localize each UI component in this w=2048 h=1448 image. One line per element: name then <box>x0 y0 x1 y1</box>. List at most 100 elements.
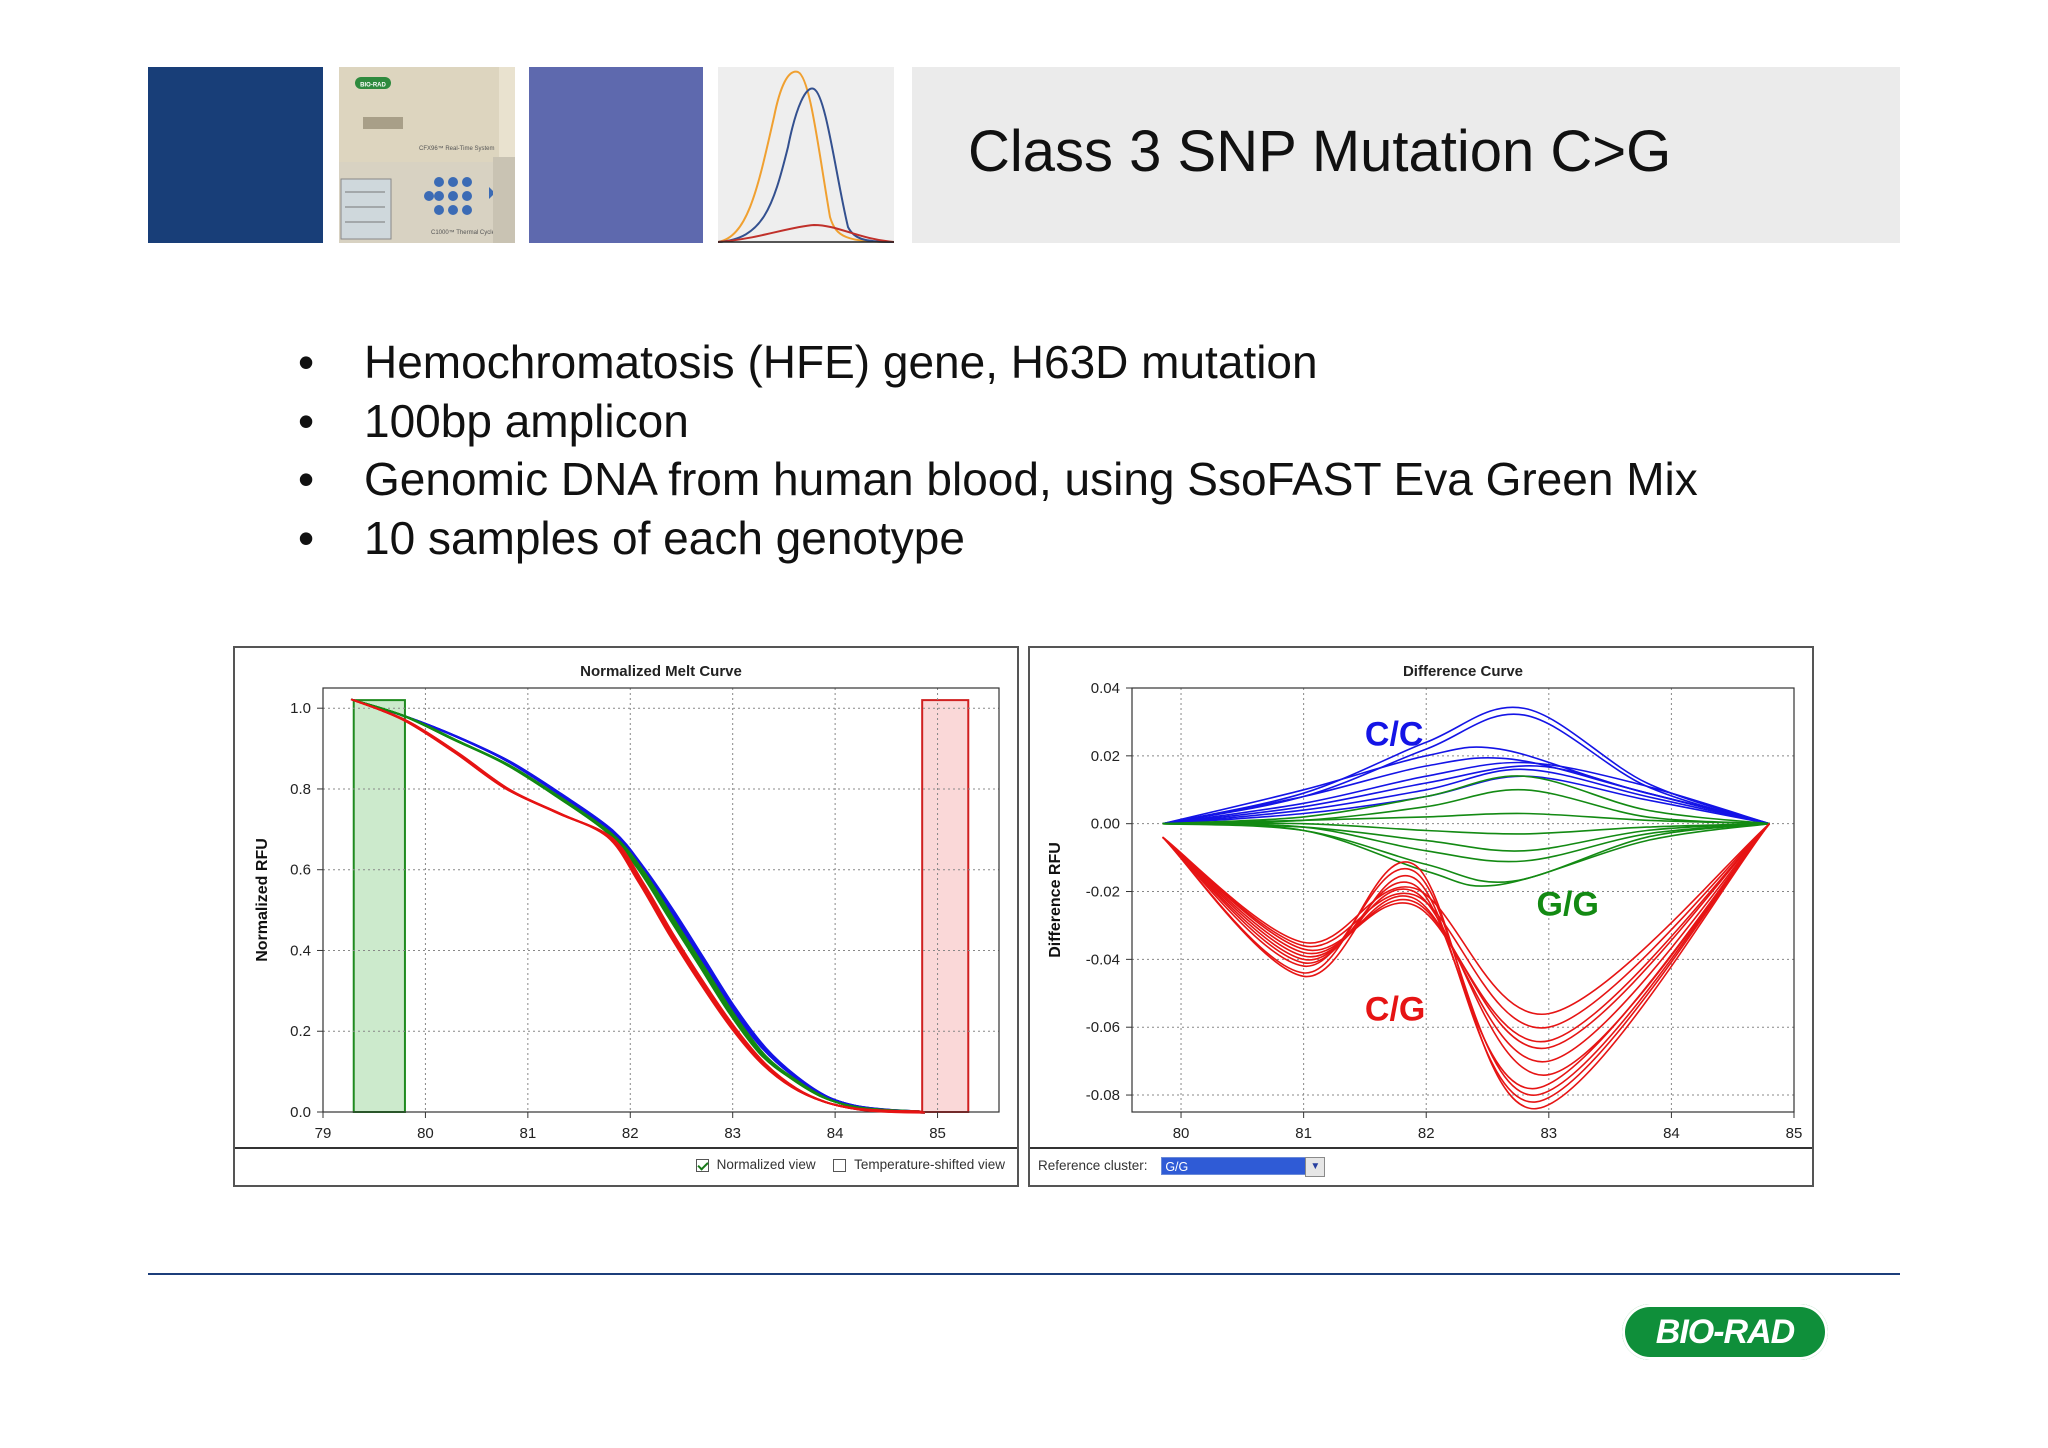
difference-curve-cg-line <box>1162 823 1771 1096</box>
x-tick-label: 81 <box>520 1125 537 1142</box>
melt-curve-options-bar: Normalized view Temperature-shifted view <box>235 1147 1017 1185</box>
bio-rad-logo: BIO-RAD <box>1622 1304 1828 1360</box>
difference-curve-cc-line <box>1162 765 1770 825</box>
x-tick-label: 83 <box>724 1125 741 1142</box>
melt-curve-cg-line <box>356 700 925 1114</box>
difference-curve-gg-line <box>1162 822 1770 863</box>
instrument-photo: BIO-RAD CFX96™ Real-Time System C1000™ T… <box>339 67 515 243</box>
melt-curve-cc-line <box>356 700 925 1114</box>
x-tick-label: 85 <box>929 1125 946 1142</box>
difference-curve-cg-line <box>1162 823 1771 1110</box>
difference-curve-cc-line <box>1162 761 1770 825</box>
melt-curve-cg-line <box>350 698 920 1113</box>
y-tick-label: 0.04 <box>1091 680 1120 697</box>
chevron-down-icon[interactable]: ▼ <box>1305 1157 1326 1177</box>
instrument-logo-text: BIO-RAD <box>360 83 386 89</box>
bullet-text: Hemochromatosis (HFE) gene, H63D mutatio… <box>364 336 1318 388</box>
y-axis-label: Difference RFU <box>1047 842 1064 958</box>
bullet-text: 10 samples of each genotype <box>364 511 965 564</box>
bullet-item: • Hemochromatosis (HFE) gene, H63D mutati… <box>292 333 1698 392</box>
reference-cluster-value: G/G <box>1165 1160 1189 1174</box>
y-tick-label: -0.08 <box>1086 1087 1120 1104</box>
bullet-item: • 10 samples of each genotype <box>292 509 1698 568</box>
y-tick-label: 0.0 <box>290 1104 311 1121</box>
bullet-dot: • <box>298 394 315 447</box>
difference-curve-cg-line <box>1162 823 1771 1029</box>
melt-curve-gg-line <box>353 699 922 1113</box>
x-tick-label: 84 <box>1663 1125 1680 1142</box>
difference-curve-cc-line <box>1162 775 1770 825</box>
melt-curve-cg-line <box>354 699 924 1114</box>
difference-curve-cg-line <box>1162 823 1771 1103</box>
y-tick-label: 0.8 <box>290 781 311 798</box>
melt-curve-cg-line <box>353 699 922 1113</box>
difference-curve-cg-line <box>1162 823 1771 1043</box>
melt-curve-cc-line <box>354 699 924 1114</box>
melt-curve-cg-line <box>355 699 925 1114</box>
title-band <box>912 67 1900 243</box>
difference-curve-panel: Difference Curve 80 81 82 83 84 85 0.04 0.02 0.00… <box>1028 646 1814 1187</box>
plot-frame <box>1131 687 1795 1113</box>
y-tick-label: -0.04 <box>1086 951 1120 968</box>
difference-curve-options-bar: Reference cluster: G/G ▼ <box>1030 1147 1812 1185</box>
y-tick-label: 0.02 <box>1091 748 1120 765</box>
bullet-text: 100bp amplicon <box>364 394 689 447</box>
reference-cluster-select[interactable]: G/G ▼ <box>1161 1157 1326 1177</box>
temperature-shifted-view-label[interactable]: Temperature-shifted view <box>854 1157 1005 1172</box>
normalized-view-label[interactable]: Normalized view <box>716 1157 816 1172</box>
temperature-shifted-view-checkbox[interactable] <box>833 1158 847 1172</box>
y-tick-label: 0.00 <box>1091 816 1120 833</box>
annotation-cg: C/G <box>1365 990 1425 1028</box>
difference-curve-gg-line <box>1162 822 1770 852</box>
melt-curve-cc-line <box>353 699 922 1113</box>
x-tick-label: 79 <box>315 1125 332 1142</box>
melt-curve-cc-line <box>350 698 920 1113</box>
melt-curve-gg-line <box>353 699 923 1113</box>
melt-peak-thumbnail-drawing <box>717 70 895 243</box>
normalized-view-checkbox[interactable] <box>695 1158 709 1172</box>
difference-curve-cc-line <box>1162 768 1770 825</box>
x-tick-label: 84 <box>827 1125 844 1142</box>
bullet-item: • 100bp amplicon <box>292 392 1698 451</box>
x-tick-label: 83 <box>1540 1125 1557 1142</box>
x-tick-label: 81 <box>1295 1125 1312 1142</box>
x-tick-label: 82 <box>1418 1125 1435 1142</box>
x-tick-label: 85 <box>1786 1125 1803 1142</box>
difference-curve-cg-line <box>1162 823 1771 1076</box>
bullet-dot: • <box>298 453 315 505</box>
difference-curve-cg-line <box>1162 823 1771 1063</box>
melt-curve-cg-line <box>353 699 923 1113</box>
melt-curve-gg-line <box>356 700 925 1114</box>
bullet-text: Genomic DNA from human blood, using SsoF… <box>364 453 1698 505</box>
melt-curve-cc-line <box>354 699 924 1114</box>
instrument-base-label: C1000™ Thermal Cycler <box>431 229 497 236</box>
difference-curve-cg-line <box>1162 823 1771 1050</box>
difference-curve-cc-line <box>1162 706 1770 825</box>
bullet-item: • Genomic DNA from human blood, using Sso… <box>292 450 1698 509</box>
instrument-drawing: BIO-RAD CFX96™ Real-Time System C1000™ T… <box>339 67 515 243</box>
y-tick-label: -0.02 <box>1086 884 1120 901</box>
normalized-melt-curve-chart: Normalized Melt Curve 79 80 81 82 83 84 85 0.0 0.… <box>254 663 1000 1142</box>
reference-cluster-label: Reference cluster: <box>1038 1157 1148 1173</box>
bullet-dot: • <box>298 336 315 388</box>
chart-title: Normalized Melt Curve <box>580 663 742 680</box>
y-axis-label: Normalized RFU <box>254 838 271 962</box>
melt-curve-gg-line <box>355 699 925 1114</box>
y-tick-label: 1.0 <box>290 700 311 717</box>
melt-curve-gg-line <box>352 698 922 1113</box>
melt-curve-cg-line <box>352 698 922 1113</box>
instrument-model-label: CFX96™ Real-Time System <box>419 145 494 152</box>
difference-curve-gg-line <box>1162 822 1770 887</box>
plot-frame <box>322 687 1000 1113</box>
x-tick-label: 82 <box>622 1125 639 1142</box>
difference-curve-gg-line <box>1162 775 1770 825</box>
chart-title: Difference Curve <box>1403 663 1523 680</box>
x-tick-label: 80 <box>1173 1125 1190 1142</box>
selection-region <box>921 699 970 1113</box>
y-tick-label: 0.4 <box>290 942 311 959</box>
selection-region <box>352 699 406 1113</box>
header-block-dark-blue <box>148 67 323 243</box>
melt-curve-cc-line <box>355 699 925 1114</box>
annotation-cc: C/C <box>1365 716 1424 754</box>
annotation-gg: G/G <box>1537 885 1599 923</box>
